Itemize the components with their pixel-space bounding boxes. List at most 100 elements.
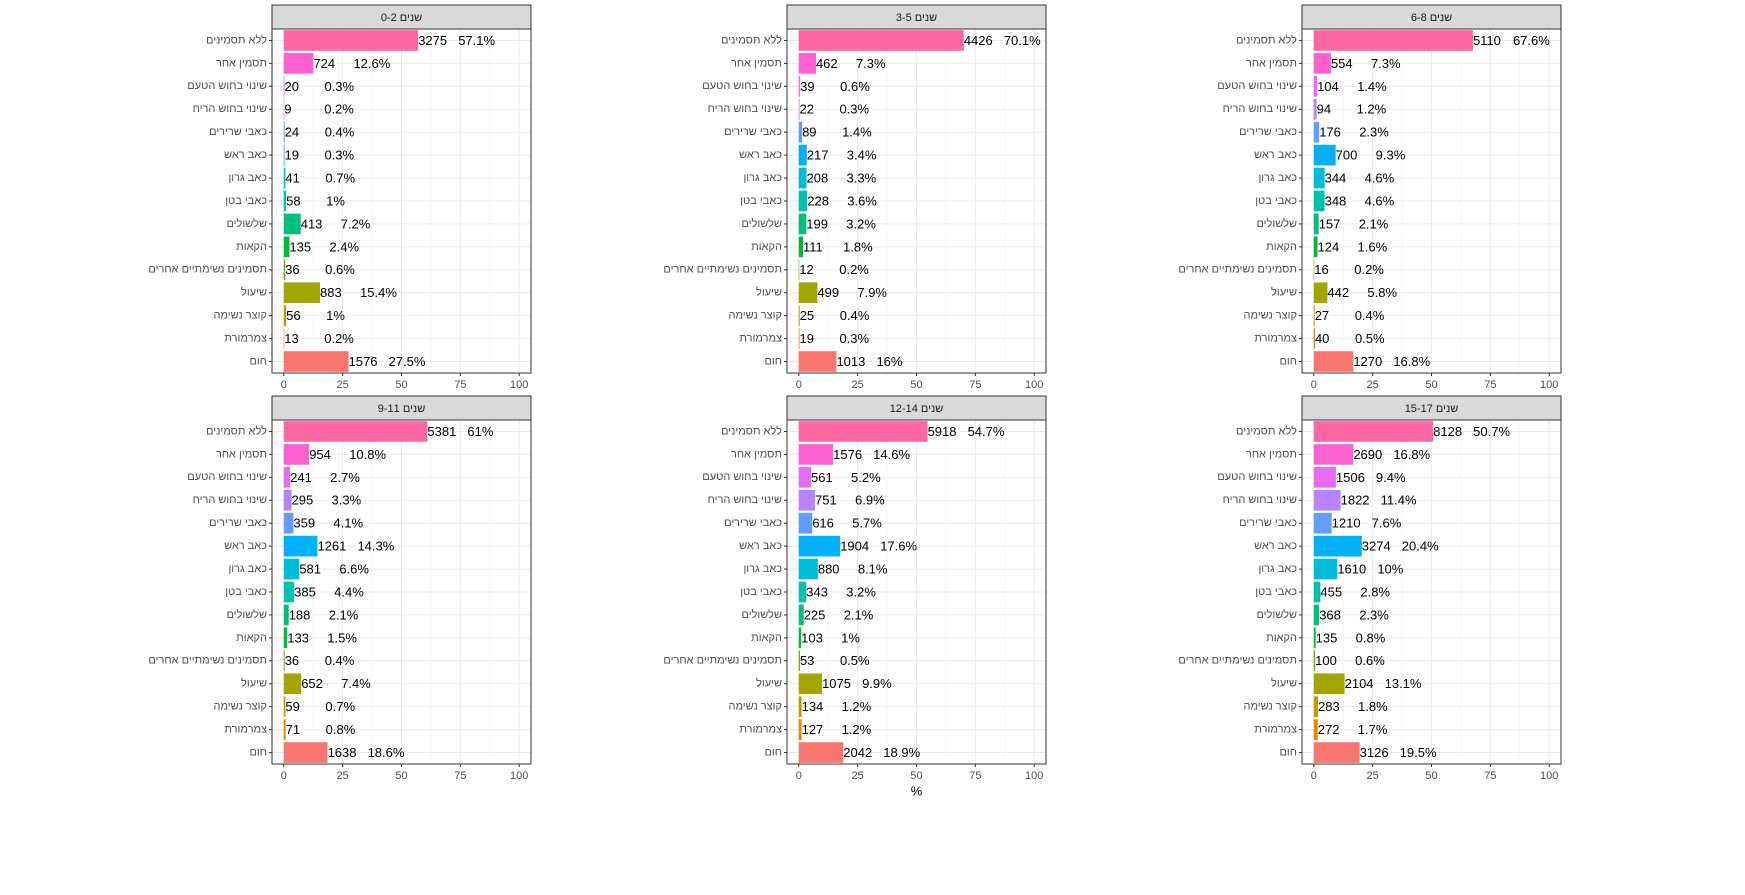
count-label: 1270 [1353, 354, 1382, 369]
count-label: 20 [284, 79, 298, 94]
value-label: 20.4% [1402, 539, 1439, 554]
x-tick-label: 75 [454, 770, 466, 782]
strip [1301, 395, 1562, 421]
count-label: 39 [800, 79, 814, 94]
y-tick-label: חום [1279, 355, 1297, 367]
strip-label: שנים 3-5 [896, 12, 937, 24]
y-tick-label: תסמינים נשימתיים אחרים [1178, 655, 1297, 667]
count-label: 462 [816, 56, 838, 71]
y-tick-label: שינוי בחוש הריח [708, 103, 782, 115]
x-tick-label: 0 [796, 770, 802, 782]
x-tick-label: 25 [1367, 379, 1379, 391]
x-tick-label: 75 [969, 770, 981, 782]
bar [283, 213, 301, 235]
strip [786, 4, 1047, 30]
bar [798, 121, 803, 143]
x-tick-label: 100 [510, 770, 528, 782]
bar [1313, 144, 1336, 166]
value-label: 7.9% [857, 285, 887, 300]
bar [283, 121, 285, 143]
x-tick-label: 25 [852, 770, 864, 782]
value-label: 0.2% [324, 331, 354, 346]
value-label: 9.4% [1376, 470, 1406, 485]
count-label: 348 [1325, 193, 1347, 208]
count-label: 883 [320, 285, 342, 300]
value-label: 1.2% [1357, 102, 1387, 117]
bar [798, 535, 841, 557]
bar [283, 742, 328, 763]
strip [271, 4, 532, 30]
count-label: 217 [807, 148, 829, 163]
y-tick-label: שיעול [756, 677, 782, 690]
count-label: 27 [1315, 308, 1329, 323]
count-label: 9 [284, 102, 291, 117]
count-label: 700 [1336, 148, 1358, 163]
value-label: 2.8% [1360, 584, 1390, 599]
bar [283, 421, 428, 442]
count-label: 111 [803, 239, 823, 254]
y-tick-label: תסמינים נשימתיים אחרים [1178, 264, 1297, 276]
value-label: 6.9% [855, 493, 885, 508]
count-label: 344 [1325, 171, 1347, 186]
bar [798, 144, 807, 166]
bar [798, 351, 837, 372]
value-label: 2.4% [329, 239, 359, 254]
y-tick-label: כאבי שרירים [1239, 126, 1297, 138]
y-tick-label: שלשולים [226, 608, 267, 621]
y-tick-label: שינוי בחוש הטעם [1217, 80, 1297, 92]
value-label: 7.3% [856, 56, 886, 71]
y-tick-label: ללא תסמינים [1236, 424, 1297, 437]
count-label: 133 [287, 630, 309, 645]
x-tick-label: 50 [910, 770, 922, 782]
bar [1313, 121, 1320, 143]
y-tick-label: חום [764, 355, 782, 367]
bar [1313, 98, 1317, 120]
value-label: 12.6% [353, 56, 390, 71]
strip-label: שנים 15-17 [1405, 403, 1459, 415]
y-tick-label: כאבי בטן [740, 195, 782, 207]
value-label: 8.1% [858, 562, 888, 577]
bar [798, 627, 802, 649]
value-label: 1.2% [842, 699, 872, 714]
y-tick-label: כאב ראש [1254, 540, 1297, 552]
y-tick-label: קוצר נשימה [213, 310, 267, 322]
y-tick-label: צמרמורת [224, 724, 267, 736]
bar [283, 444, 310, 465]
count-label: 199 [806, 216, 828, 231]
value-label: 0.2% [839, 262, 869, 277]
count-label: 135 [289, 239, 311, 254]
value-label: 9.9% [862, 676, 892, 691]
count-label: 581 [299, 562, 321, 577]
y-tick-label: תסמינים נשימתיים אחרים [148, 655, 267, 667]
bar [798, 421, 928, 442]
x-tick-label: 75 [969, 379, 981, 391]
value-label: 0.3% [839, 102, 869, 117]
bar [1313, 190, 1325, 212]
x-tick-label: 50 [1425, 770, 1437, 782]
y-tick-label: כאב ראש [224, 149, 267, 161]
y-tick-label: תסמינים נשימתיים אחרים [663, 264, 782, 276]
strip-label: שנים 0-2 [381, 12, 422, 24]
y-tick-label: שינוי בחוש הריח [1223, 494, 1297, 506]
bar [283, 190, 287, 212]
bar [798, 512, 813, 534]
bar [798, 98, 800, 120]
bar [283, 489, 292, 511]
bar [1313, 30, 1473, 51]
strip [271, 395, 532, 421]
count-label: 13 [284, 331, 298, 346]
y-tick-label: שינוי בחוש הטעם [1217, 471, 1297, 483]
count-label: 19 [799, 331, 813, 346]
value-label: 2.1% [1359, 216, 1389, 231]
bar [798, 650, 800, 672]
bar [1313, 627, 1316, 649]
x-tick-label: 25 [337, 379, 349, 391]
x-tick-label: 50 [395, 770, 407, 782]
value-label: 19.5% [1400, 745, 1437, 760]
value-label: 1% [326, 308, 345, 323]
count-label: 16 [1314, 262, 1328, 277]
value-label: 1.7% [1358, 722, 1388, 737]
bar [798, 328, 800, 349]
value-label: 0.3% [324, 148, 354, 163]
